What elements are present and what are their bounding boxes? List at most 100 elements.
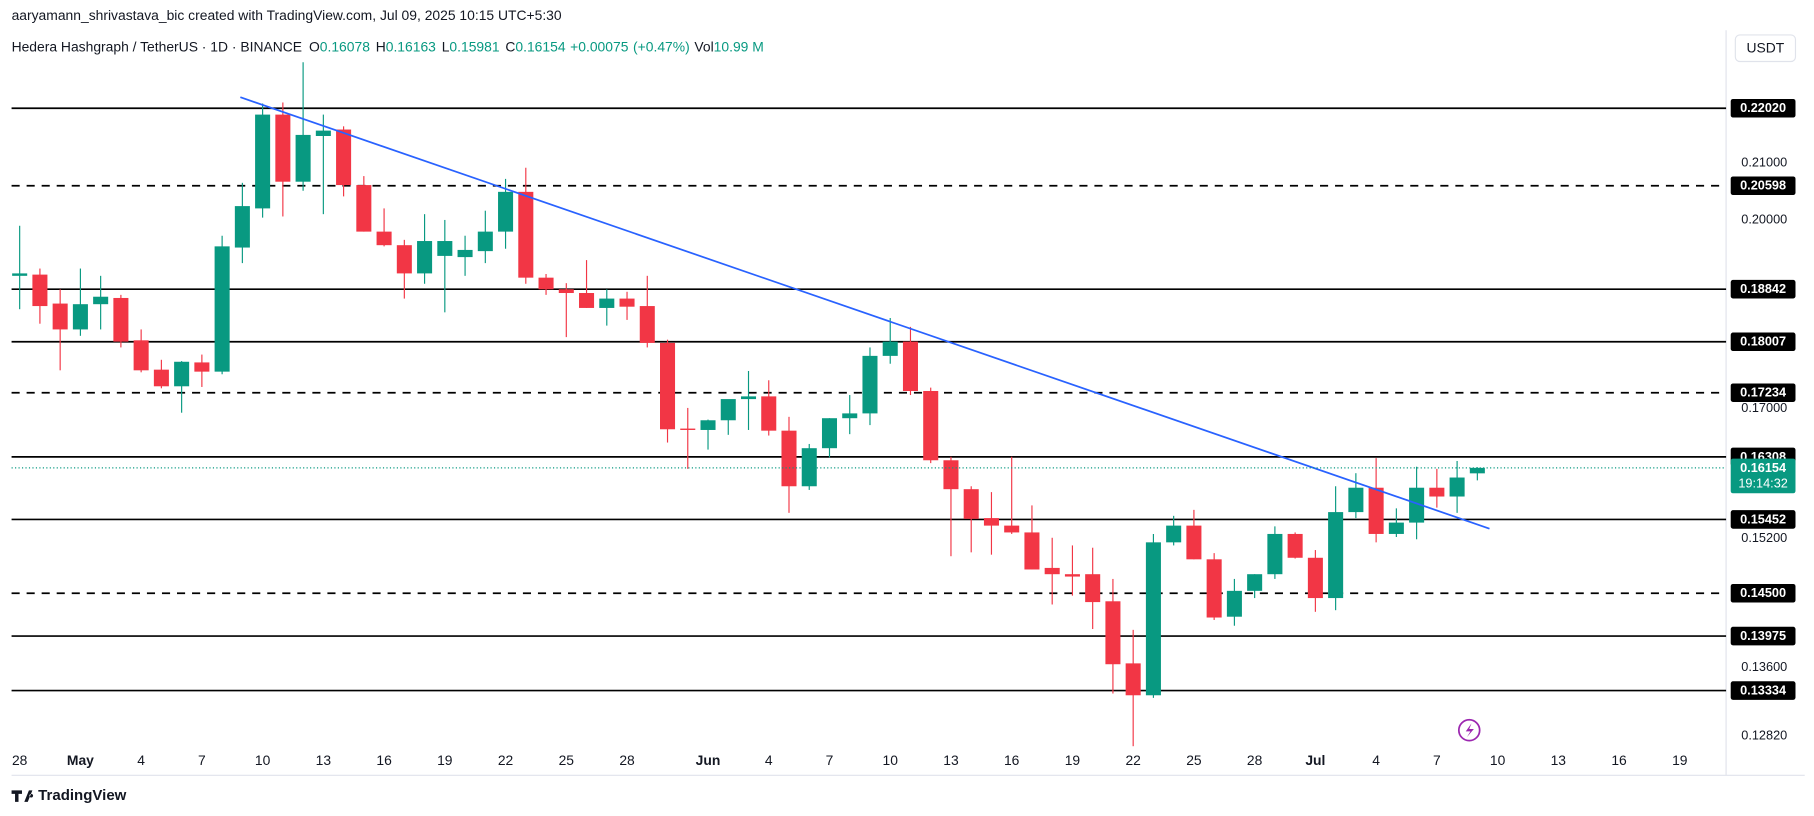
candle-body [1206, 559, 1222, 618]
candle-body [417, 241, 433, 274]
level-label: 0.20598 [1740, 178, 1786, 193]
candle-body [1307, 557, 1323, 599]
candle-body [538, 277, 554, 290]
candle-body [133, 340, 149, 371]
level-label-box [1730, 332, 1796, 352]
candle-body [740, 396, 757, 400]
candle-body [1044, 567, 1060, 575]
candle-body [457, 249, 473, 258]
x-tick-label: 7 [1433, 752, 1441, 768]
x-tick-label: 10 [1490, 752, 1506, 768]
candle-body [660, 342, 676, 430]
ohlc-label: O [309, 38, 320, 54]
x-tick-label: 10 [883, 752, 899, 768]
candle-body [1348, 487, 1364, 513]
candle-body [902, 341, 918, 391]
y-tick-label: 0.15200 [1741, 530, 1787, 545]
candle-body [1449, 477, 1465, 497]
candle-body [518, 191, 534, 278]
candle-body [1429, 487, 1445, 497]
candle-body [32, 274, 48, 307]
lightning-circle[interactable] [1457, 718, 1481, 742]
candle-body [579, 293, 595, 308]
candle-body [315, 130, 331, 136]
currency-label[interactable]: USDT [1747, 39, 1785, 55]
candle-body [1368, 487, 1384, 534]
change-pct: (+0.47%) [633, 38, 690, 54]
x-tick-label: 13 [943, 752, 959, 768]
candle-body [52, 303, 68, 330]
candle-body [153, 369, 169, 387]
candle-body [882, 341, 898, 356]
y-tick-label: 0.13600 [1741, 659, 1787, 674]
x-tick-label: 13 [1551, 752, 1567, 768]
x-tick-label: 22 [1125, 752, 1141, 768]
candle-body [781, 430, 797, 487]
level-label-box [1730, 383, 1796, 402]
candle-body [1267, 533, 1283, 575]
ohlc-value: 0.15981 [449, 38, 499, 54]
symbol-title: Hedera Hashgraph / TetherUS · 1D · BINAN… [12, 38, 302, 54]
candle-body [680, 428, 696, 430]
ohlc-value: 0.16163 [386, 38, 436, 54]
candle-body [639, 306, 655, 343]
x-tick-label: 25 [1186, 752, 1202, 768]
candle-body [295, 134, 311, 182]
lightning-bolt[interactable] [1465, 723, 1474, 738]
y-tick-label: 0.17000 [1741, 400, 1787, 415]
ohlc-label: L [442, 38, 450, 54]
candle-body [376, 231, 392, 246]
candle-body [943, 460, 959, 490]
candle-body [1125, 663, 1141, 696]
candle-body [1004, 525, 1020, 533]
ohlc-value: 0.16154 [515, 38, 565, 54]
ohlc-label: C [505, 38, 515, 54]
x-tick-label: 19 [437, 752, 453, 768]
candle-body [396, 245, 412, 274]
x-tick-label: 19 [1065, 752, 1081, 768]
x-tick-label: 7 [826, 752, 834, 768]
candle-body [720, 399, 736, 421]
x-tick-label: 16 [1611, 752, 1627, 768]
y-tick-label: 0.20000 [1741, 211, 1787, 226]
y-tick-label: 0.12820 [1741, 728, 1787, 743]
candle-body [923, 390, 939, 461]
trendline [240, 96, 1490, 530]
level-label-box [1730, 279, 1796, 299]
level-label: 0.15452 [1740, 511, 1786, 526]
ohlc-value: 0.16078 [320, 38, 370, 54]
candle-body [194, 362, 210, 372]
candle-body [983, 518, 999, 526]
level-label: 0.18842 [1740, 281, 1786, 296]
legend: Hedera Hashgraph / TetherUS · 1D · BINAN… [12, 38, 764, 54]
candle-body [761, 396, 777, 431]
x-tick-label: May [67, 752, 94, 768]
y-tick-label: 0.21000 [1741, 155, 1787, 170]
candle-body [1409, 487, 1425, 523]
candle-body [93, 296, 109, 305]
level-label: 0.22020 [1740, 100, 1786, 115]
volume-value: 10.99 M [714, 38, 764, 54]
candle-body [336, 129, 352, 186]
candle-body [477, 231, 493, 252]
candle-body [558, 289, 574, 294]
level-label: 0.13975 [1740, 628, 1786, 643]
level-label-box [1730, 681, 1796, 700]
candle-body [275, 114, 291, 182]
candle-body [1085, 574, 1101, 603]
currency-button[interactable] [1734, 34, 1797, 63]
candle-body [963, 489, 979, 519]
candle-body [12, 273, 28, 276]
lightning-icon[interactable] [1457, 718, 1481, 742]
x-tick-label: 25 [559, 752, 575, 768]
volume-label: Vol [694, 38, 713, 54]
x-tick-label: 16 [1004, 752, 1020, 768]
x-tick-label: 4 [137, 752, 145, 768]
candle-body [619, 298, 635, 307]
level-label-box [1730, 510, 1796, 529]
watermark-text: TradingView [38, 787, 126, 804]
candle-body [234, 206, 250, 248]
countdown: 19:14:32 [1738, 475, 1788, 490]
